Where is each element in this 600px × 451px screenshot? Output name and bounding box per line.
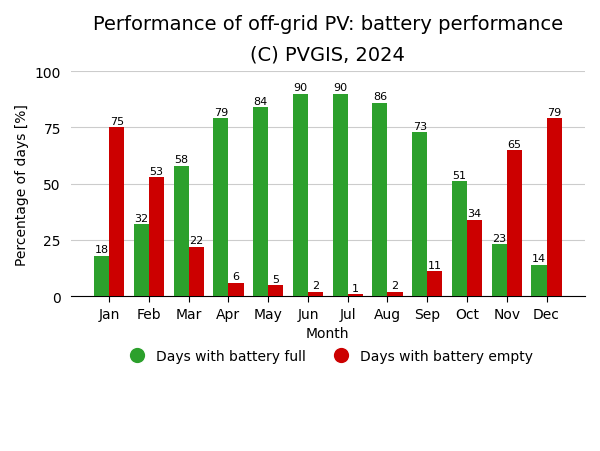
Text: 5: 5	[272, 274, 279, 284]
Bar	[388, 292, 403, 296]
Y-axis label: Percentage of days [%]: Percentage of days [%]	[15, 103, 29, 265]
Bar	[348, 294, 363, 296]
Text: 79: 79	[214, 108, 228, 118]
Bar	[308, 292, 323, 296]
Bar	[134, 225, 149, 296]
Bar	[229, 283, 244, 296]
Text: 34: 34	[467, 209, 482, 219]
Bar	[173, 166, 188, 296]
Bar	[214, 119, 229, 296]
Text: 58: 58	[174, 155, 188, 165]
Bar	[507, 151, 522, 296]
Bar	[532, 265, 547, 296]
Text: 51: 51	[452, 171, 466, 181]
Bar	[452, 182, 467, 296]
Text: 18: 18	[95, 245, 109, 255]
Bar	[373, 103, 388, 296]
Bar	[427, 272, 442, 296]
Text: 23: 23	[492, 234, 506, 244]
Bar	[491, 245, 507, 296]
Bar	[149, 177, 164, 296]
Bar	[547, 119, 562, 296]
Bar	[268, 285, 283, 296]
Text: 90: 90	[333, 83, 347, 93]
Text: 14: 14	[532, 254, 546, 264]
Bar	[293, 94, 308, 296]
Bar	[94, 256, 109, 296]
Text: 86: 86	[373, 92, 387, 102]
Bar	[332, 94, 348, 296]
Bar	[253, 108, 268, 296]
Text: 65: 65	[508, 139, 521, 149]
Text: 1: 1	[352, 283, 359, 293]
Text: 11: 11	[428, 261, 442, 271]
Text: 2: 2	[312, 281, 319, 291]
Bar	[188, 247, 204, 296]
Bar	[467, 220, 482, 296]
Text: 79: 79	[547, 108, 561, 118]
X-axis label: Month: Month	[306, 327, 350, 341]
Text: 84: 84	[254, 97, 268, 107]
Text: 6: 6	[232, 272, 239, 282]
Text: 73: 73	[413, 121, 427, 131]
Text: 75: 75	[110, 117, 124, 127]
Text: 90: 90	[293, 83, 307, 93]
Text: 53: 53	[149, 166, 163, 176]
Text: 22: 22	[189, 236, 203, 246]
Legend: Days with battery full, Days with battery empty: Days with battery full, Days with batter…	[117, 344, 539, 369]
Text: 32: 32	[134, 213, 148, 224]
Bar	[109, 128, 124, 296]
Text: 2: 2	[391, 281, 398, 291]
Bar	[412, 133, 427, 296]
Title: Performance of off-grid PV: battery performance
(C) PVGIS, 2024: Performance of off-grid PV: battery perf…	[93, 15, 563, 65]
